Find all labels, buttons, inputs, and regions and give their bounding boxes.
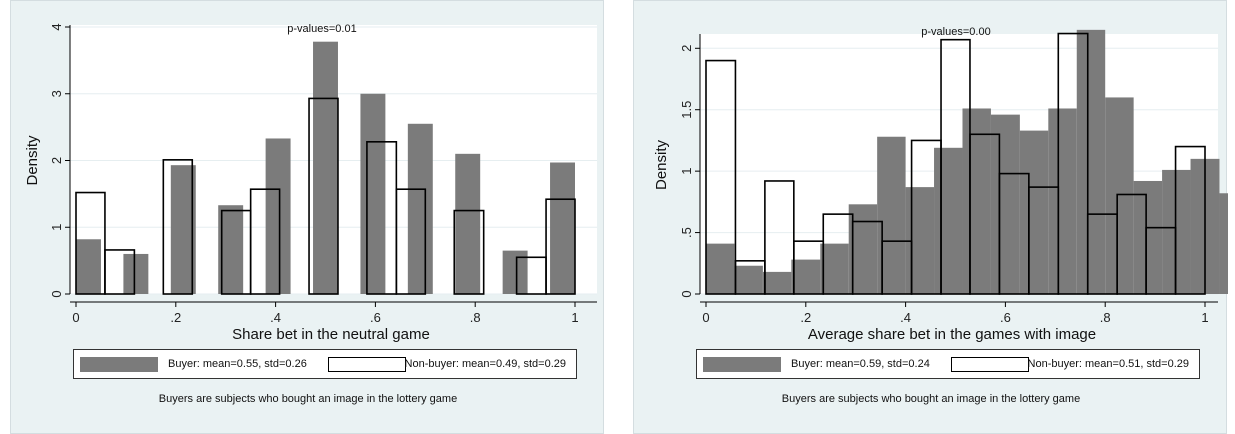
x-tick-label: .6 (1000, 310, 1011, 325)
x-tick-label: 1 (571, 310, 578, 325)
legend-swatch-buyer (80, 357, 158, 372)
bar-buyer (1133, 180, 1163, 294)
bar-buyer (1105, 97, 1134, 294)
legend-label-buyer: Buyer: mean=0.59, std=0.24 (791, 358, 930, 370)
y-tick-label: .5 (679, 227, 694, 238)
y-tick-label: 4 (49, 23, 64, 30)
bar-buyer (265, 138, 291, 294)
x-tick-label: .4 (270, 310, 281, 325)
legend-swatch-buyer (703, 357, 781, 372)
right-histogram-chart: 0 .5 1 1.5 2 0 .2 .4 .6 .8 1 Average share bet in t… (653, 26, 1228, 343)
y-tick-label: 2 (49, 157, 64, 164)
bar-nonbuyer (162, 159, 194, 295)
bar-nonbuyer (764, 180, 795, 295)
bar-buyer (407, 123, 433, 294)
bar-nonbuyer (545, 198, 576, 295)
y-axis-label: Density (24, 135, 41, 186)
left-histogram-chart: 0 1 2 3 4 0 .2 .4 .6 .8 1 Share bet in the neutral … (24, 23, 597, 343)
x-tick-label: .6 (370, 310, 381, 325)
left-note: Buyers are subjects who bought an image … (158, 393, 458, 405)
bar-buyer (123, 253, 149, 294)
bar-nonbuyer (1057, 32, 1089, 295)
y-tick-label: 3 (49, 90, 64, 97)
y-tick-label: 0 (679, 290, 694, 297)
bar-buyer (1048, 108, 1077, 294)
bar-buyer (550, 162, 575, 294)
y-tick-label: 1 (49, 224, 64, 231)
bar-buyer (706, 243, 735, 294)
x-tick-label: 1 (1201, 310, 1208, 325)
bar-nonbuyer (1174, 145, 1206, 295)
bar-nonbuyer (249, 188, 281, 295)
bar-nonbuyer (453, 209, 485, 295)
legend-label-nonbuyer: Non-buyer: mean=0.51, std=0.29 (1027, 358, 1189, 370)
bar-buyer (76, 239, 101, 294)
bar-buyer (791, 259, 821, 294)
y-tick-label: 2 (679, 45, 694, 52)
bar-buyer (934, 147, 963, 294)
y-axis-label: Density (653, 139, 670, 190)
bar-buyer (1219, 193, 1228, 294)
bar-buyer (990, 114, 1020, 294)
x-tick-label: 0 (72, 310, 79, 325)
legend-label-nonbuyer: Non-buyer: mean=0.49, std=0.29 (404, 358, 566, 370)
left-histogram-panel: 0 1 2 3 4 0 .2 .4 .6 .8 1 Share bet in the neutral … (10, 0, 604, 434)
legend-label-buyer: Buyer: mean=0.55, std=0.26 (168, 358, 307, 370)
right-histogram-panel: 0 .5 1 1.5 2 0 .2 .4 .6 .8 1 Average share bet in t… (633, 0, 1228, 434)
x-axis-label: Average share bet in the games with imag… (808, 326, 1096, 343)
p-value-annotation: p-values=0.00 (921, 26, 990, 38)
bar-nonbuyer (705, 59, 737, 295)
bar-buyer (1019, 130, 1049, 294)
bar-nonbuyer (395, 188, 427, 295)
y-tick-label: 0 (49, 290, 64, 297)
bar-buyer (1076, 29, 1106, 294)
x-tick-label: .2 (170, 310, 181, 325)
bar-buyer (455, 153, 481, 294)
legend-swatch-nonbuyer (951, 357, 1029, 372)
bar-nonbuyer (104, 249, 136, 295)
x-tick-label: .4 (900, 310, 911, 325)
bar-buyer (360, 93, 386, 294)
right-note: Buyers are subjects who bought an image … (781, 393, 1081, 405)
legend-swatch-nonbuyer (328, 357, 406, 372)
bar-buyer (734, 265, 763, 294)
y-tick-label: 1.5 (679, 101, 694, 119)
left-legend: Buyer: mean=0.55, std=0.26 Non-buyer: me… (73, 349, 577, 379)
p-value-annotation: p-values=0.01 (287, 23, 356, 35)
bar-nonbuyer (308, 97, 339, 295)
x-tick-label: 0 (702, 310, 709, 325)
y-tick-label: 1 (679, 168, 694, 175)
bar-buyer (313, 41, 338, 295)
bar-buyer (762, 271, 792, 294)
x-tick-label: .2 (800, 310, 811, 325)
bar-nonbuyer (75, 191, 106, 295)
bar-buyer (820, 243, 849, 294)
right-legend: Buyer: mean=0.59, std=0.24 Non-buyer: me… (696, 349, 1200, 379)
x-tick-label: .8 (470, 310, 481, 325)
x-axis-label: Share bet in the neutral game (232, 326, 430, 343)
bar-buyer (962, 108, 991, 294)
x-tick-label: .8 (1100, 310, 1111, 325)
